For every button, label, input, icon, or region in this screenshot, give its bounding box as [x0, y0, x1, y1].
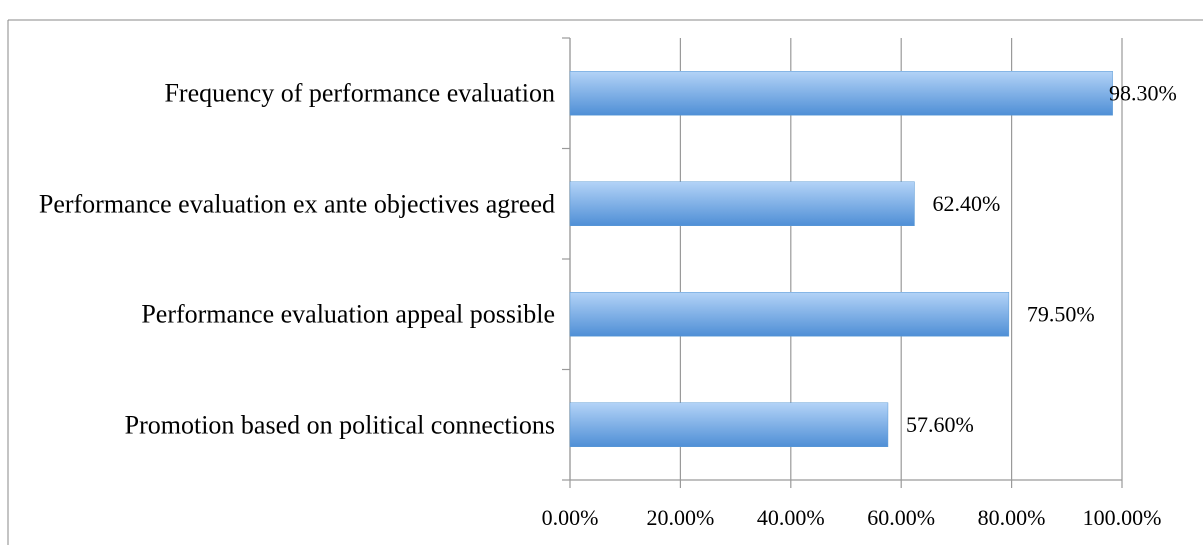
data-label: 79.50% [1027, 301, 1095, 326]
x-tick-label: 20.00% [646, 505, 714, 530]
x-tick-label: 0.00% [542, 505, 599, 530]
bar [569, 181, 915, 226]
x-tick-label: 80.00% [978, 505, 1046, 530]
y-tick-label-box: Frequency of performance evaluation [15, 77, 555, 110]
x-tick-label: 100.00% [1083, 505, 1162, 530]
y-tick-label-box: Promotion based on political connections [15, 408, 555, 441]
x-tick-label: 60.00% [867, 505, 935, 530]
y-tick-label-box: Performance evaluation ex ante objective… [15, 187, 555, 220]
y-tick-label: Frequency of performance evaluation [164, 78, 555, 108]
x-tick-label: 40.00% [757, 505, 825, 530]
bar [569, 292, 1010, 337]
data-label: 62.40% [932, 191, 1000, 216]
y-tick-label: Promotion based on political connections [124, 410, 555, 440]
y-tick-label: Performance evaluation appeal possible [141, 299, 555, 329]
y-tick-label-box: Performance evaluation appeal possible [15, 298, 555, 331]
bar [569, 71, 1113, 116]
data-label: 98.30% [1109, 80, 1177, 105]
y-tick-label: Performance evaluation ex ante objective… [38, 189, 555, 219]
bar [569, 402, 889, 447]
data-label: 57.60% [906, 412, 974, 437]
